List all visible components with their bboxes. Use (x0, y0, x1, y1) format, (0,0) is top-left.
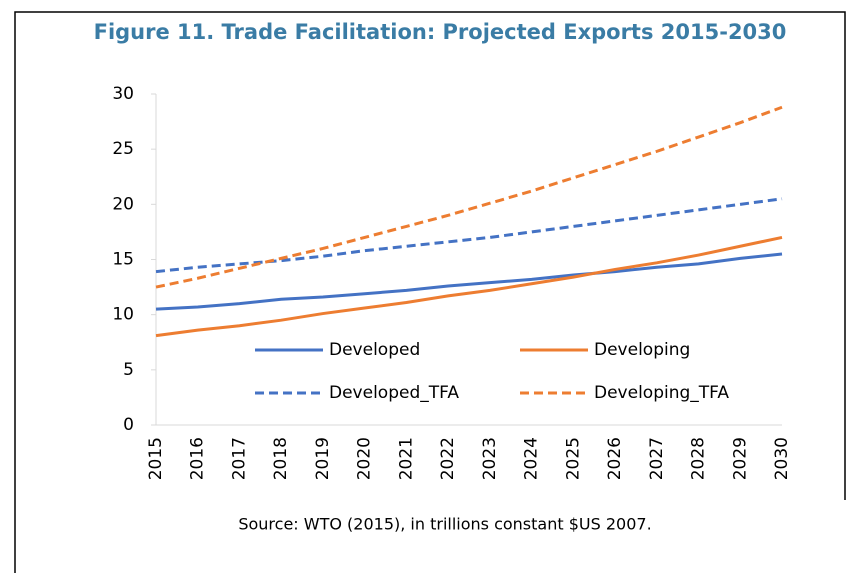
series-line (155, 252, 783, 311)
x-tick-label: 2020 (355, 437, 375, 480)
series-line (155, 105, 783, 289)
chart-title: Figure 11. Trade Facilitation: Projected… (94, 20, 787, 44)
source-note: Source: WTO (2015), in trillions constan… (238, 515, 651, 534)
y-tick-label: 20 (112, 194, 134, 214)
series-line (155, 235, 783, 338)
x-tick-label: 2029 (730, 437, 750, 480)
frame (14, 11, 846, 573)
y-tick-label: 25 (112, 139, 134, 159)
x-tick-label: 2024 (522, 437, 542, 480)
x-tick-label: 2021 (396, 437, 416, 480)
x-tick-label: 2022 (438, 437, 458, 480)
x-tick-label: 2030 (772, 437, 792, 480)
x-tick-label: 2026 (605, 437, 625, 480)
y-tick-label: 30 (112, 84, 134, 104)
x-tick-label: 2015 (146, 437, 166, 480)
x-tick-label: 2027 (647, 437, 667, 480)
x-tick-label: 2017 (229, 437, 249, 480)
x-tick-label: 2018 (271, 437, 291, 480)
x-tick-label: 2019 (313, 437, 333, 480)
legend-label: Developing_TFA (594, 383, 729, 403)
y-tick-label: 5 (123, 360, 134, 380)
y-tick-label: 0 (123, 415, 134, 435)
legend-label: Developed_TFA (329, 383, 459, 403)
x-tick-label: 2025 (563, 437, 583, 480)
x-tick-label: 2023 (480, 437, 500, 480)
y-tick-label: 10 (112, 305, 134, 325)
x-tick-label: 2016 (188, 437, 208, 480)
y-tick-label: 15 (112, 250, 134, 270)
series-line (155, 197, 783, 274)
legend-label: Developing (594, 340, 690, 360)
legend-label: Developed (329, 340, 420, 360)
x-tick-label: 2028 (689, 437, 709, 480)
